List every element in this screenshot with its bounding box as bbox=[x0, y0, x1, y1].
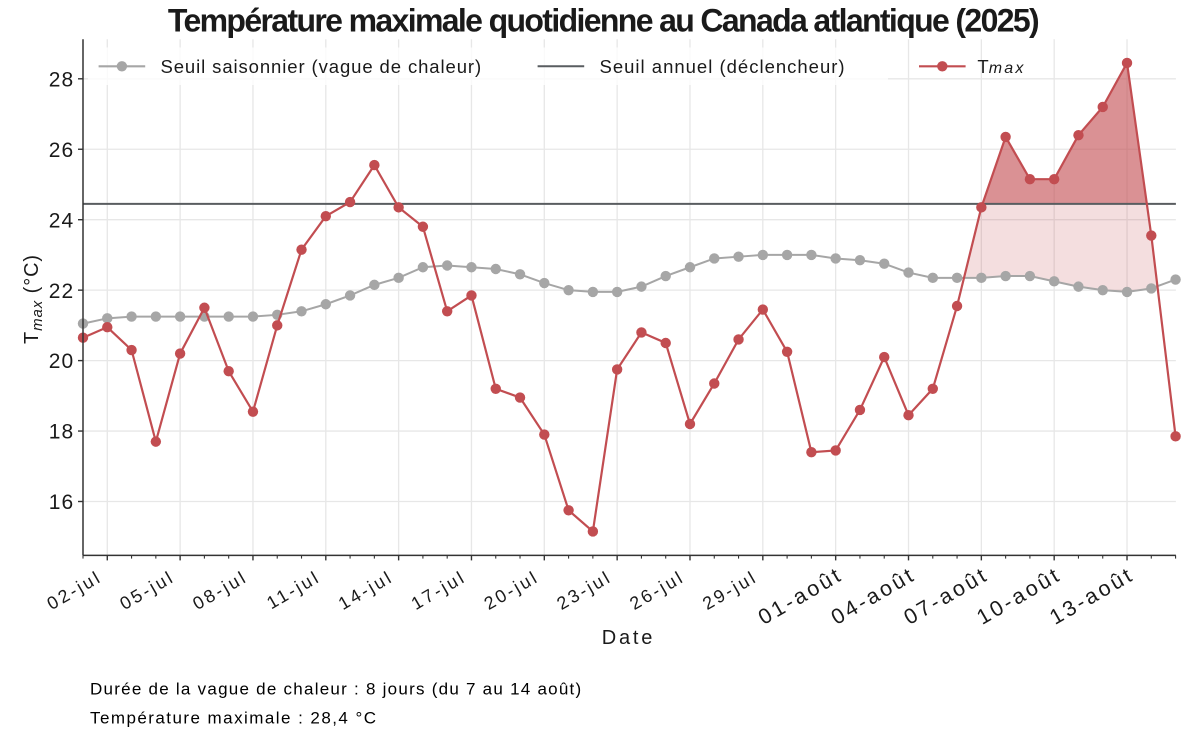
svg-text:20: 20 bbox=[49, 350, 75, 373]
svg-text:18: 18 bbox=[49, 421, 75, 444]
svg-text:Date: Date bbox=[602, 627, 655, 649]
svg-text:Température maximale quotidien: Température maximale quotidienne au Cana… bbox=[168, 3, 1039, 39]
svg-text:Seuil saisonnier (vague de cha: Seuil saisonnier (vague de chaleur) bbox=[161, 56, 483, 77]
svg-text:26: 26 bbox=[49, 139, 75, 162]
svg-text:Tmax: Tmax bbox=[977, 56, 1025, 77]
svg-text:24: 24 bbox=[49, 209, 75, 232]
svg-text:28: 28 bbox=[49, 68, 75, 91]
svg-text:Durée de la vague de chaleur :: Durée de la vague de chaleur : 8 jours (… bbox=[90, 680, 582, 699]
svg-text:Température maximale : 28,4 °C: Température maximale : 28,4 °C bbox=[90, 709, 377, 728]
svg-text:Seuil annuel (déclencheur): Seuil annuel (déclencheur) bbox=[600, 56, 846, 77]
svg-text:16: 16 bbox=[49, 491, 75, 514]
svg-text:22: 22 bbox=[49, 280, 75, 303]
